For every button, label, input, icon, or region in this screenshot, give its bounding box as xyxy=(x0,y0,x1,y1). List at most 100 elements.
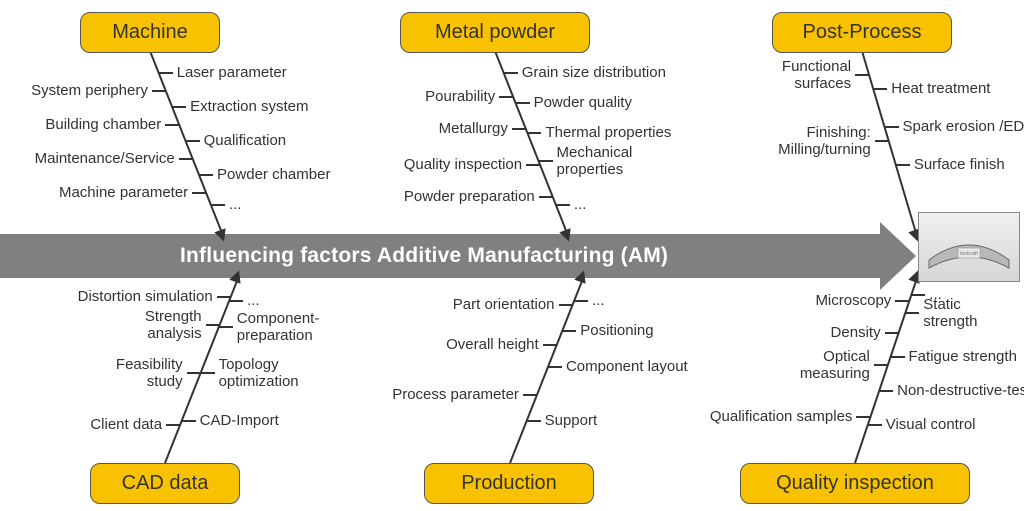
cause-label: Grain size distribution xyxy=(522,64,666,81)
tick xyxy=(875,140,889,142)
tick xyxy=(885,332,899,334)
cause-label: Building chamber xyxy=(45,116,161,133)
cause-label: Surface finish xyxy=(914,156,1005,173)
tick xyxy=(556,204,570,206)
cause-label: Powder quality xyxy=(534,94,632,111)
tick xyxy=(211,204,225,206)
tick xyxy=(543,344,557,346)
tick xyxy=(891,356,905,358)
cause-label: Opticalmeasuring xyxy=(800,348,870,383)
tick xyxy=(548,366,562,368)
tick xyxy=(172,106,186,108)
category-quality-inspection: Quality inspection xyxy=(740,463,970,504)
cause-label: Machine parameter xyxy=(59,184,188,201)
cause-label: Qualification xyxy=(204,132,287,149)
cause-label: Thermal properties xyxy=(545,124,671,141)
tick xyxy=(562,330,576,332)
cause-label: System periphery xyxy=(31,82,148,99)
fishbone-diagram: Influencing factors Additive Manufacturi… xyxy=(0,0,1024,511)
cause-label: Finishing:Milling/turning xyxy=(778,124,871,159)
cause-label: Component layout xyxy=(566,358,688,375)
tick xyxy=(559,304,573,306)
tick xyxy=(895,300,909,302)
cause-label: Positioning xyxy=(580,322,653,339)
tick xyxy=(166,424,180,426)
tick xyxy=(179,158,193,160)
cause-label: Metallurgy xyxy=(439,120,508,137)
cause-label: Strengthanalysis xyxy=(145,308,202,343)
cause-label: ... xyxy=(592,292,605,309)
tick xyxy=(152,90,166,92)
cause-label: ... xyxy=(247,292,260,309)
tick xyxy=(512,128,526,130)
category-production: Production xyxy=(424,463,594,504)
tick xyxy=(217,296,231,298)
tick xyxy=(874,364,888,366)
cause-label: Qualification samples xyxy=(710,408,853,425)
cause-label: Mechanicalproperties xyxy=(557,144,633,179)
tick xyxy=(199,174,213,176)
cause-label: Extraction system xyxy=(190,98,308,115)
cause-label: Process parameter xyxy=(392,386,519,403)
cause-label: Spark erosion /EDM xyxy=(903,118,1024,135)
category-metal-powder: Metal powder xyxy=(400,12,590,53)
result-image: toolcraft xyxy=(918,212,1020,282)
category-machine: Machine xyxy=(80,12,220,53)
tick xyxy=(523,394,537,396)
cause-label: Staticstrength xyxy=(923,296,977,331)
cause-label: Fatigue strength xyxy=(909,348,1017,365)
cause-label: Maintenance/Service xyxy=(35,150,175,167)
tick xyxy=(539,196,553,198)
cause-label: Overall height xyxy=(446,336,539,353)
cause-label: Component-preparation xyxy=(237,310,320,345)
tick xyxy=(187,372,201,374)
cause-label: Quality inspection xyxy=(404,156,522,173)
cause-label: Powder chamber xyxy=(217,166,330,183)
tick xyxy=(873,88,887,90)
cause-label: Part orientation xyxy=(453,296,555,313)
cause-label: Density xyxy=(831,324,881,341)
cause-label: Laser parameter xyxy=(177,64,287,81)
tick xyxy=(527,420,541,422)
tick xyxy=(192,192,206,194)
cause-label: Powder preparation xyxy=(404,188,535,205)
tick xyxy=(856,416,870,418)
cause-label: Support xyxy=(545,412,598,429)
tick xyxy=(159,72,173,74)
svg-text:toolcraft: toolcraft xyxy=(960,251,978,257)
cause-label: Visual control xyxy=(886,416,976,433)
spine-label: Influencing factors Additive Manufacturi… xyxy=(0,234,880,278)
cause-label: Distortion simulation xyxy=(78,288,213,305)
tick xyxy=(905,312,919,314)
bone-arrowhead xyxy=(229,268,244,283)
cause-label: Heat treatment xyxy=(891,80,990,97)
cause-label: Functionalsurfaces xyxy=(782,58,851,93)
tick xyxy=(855,74,869,76)
tick xyxy=(229,300,243,302)
tick xyxy=(219,326,233,328)
cause-label: Pourability xyxy=(425,88,495,105)
cause-label: Feasibilitystudy xyxy=(116,356,183,391)
tick xyxy=(868,424,882,426)
tick xyxy=(182,420,196,422)
spine: Influencing factors Additive Manufacturi… xyxy=(0,234,916,278)
bone-arrowhead xyxy=(574,268,589,283)
cause-label: Microscopy xyxy=(815,292,891,309)
tick xyxy=(527,132,541,134)
cause-label: Non-destructive-testing xyxy=(897,382,1024,399)
tick xyxy=(499,96,513,98)
tick xyxy=(186,140,200,142)
cause-label: ... xyxy=(229,196,242,213)
cause-label: Client data xyxy=(90,416,162,433)
tick xyxy=(516,102,530,104)
cause-label: ... xyxy=(574,196,587,213)
tick xyxy=(539,160,553,162)
tick xyxy=(879,390,893,392)
tick xyxy=(504,72,518,74)
tick xyxy=(574,300,588,302)
cause-label: CAD-Import xyxy=(200,412,279,429)
cause-label: Topologyoptimization xyxy=(219,356,299,391)
tick xyxy=(206,324,220,326)
tick xyxy=(526,164,540,166)
category-cad-data: CAD data xyxy=(90,463,240,504)
